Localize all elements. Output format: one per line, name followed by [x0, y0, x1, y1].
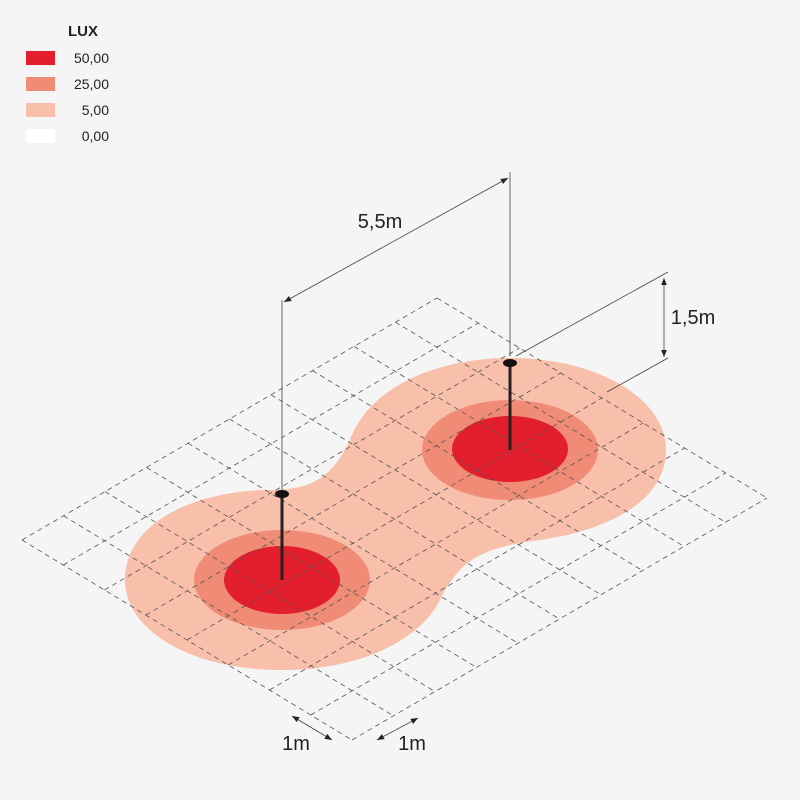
- grid-line: [229, 418, 560, 620]
- dimension-lines: [281, 172, 669, 741]
- grid-line: [145, 372, 561, 616]
- grid-line: [310, 472, 726, 716]
- grid-line: [104, 347, 520, 591]
- legend-label: 25,00: [74, 76, 109, 92]
- legend-swatch: [26, 129, 55, 143]
- grid-line: [351, 497, 768, 741]
- dimension-label: 1,5m: [671, 307, 715, 329]
- grid-line: [269, 447, 685, 691]
- lamp: [503, 359, 517, 450]
- legend: 50,00 25,00 5,00 0,00: [26, 50, 109, 144]
- lamp: [275, 490, 289, 580]
- grid-line: [228, 422, 644, 666]
- dimension-label: 1m: [398, 733, 426, 755]
- legend-swatch: [26, 77, 55, 91]
- legend-label: 0,00: [82, 128, 109, 144]
- grid-line: [63, 322, 479, 566]
- grid-line: [353, 346, 685, 547]
- dimension-label: 1m: [282, 733, 310, 755]
- grid-line: [21, 297, 438, 541]
- grid-line: [104, 491, 436, 692]
- legend-swatch: [26, 51, 55, 65]
- grid-line: [186, 397, 603, 641]
- legend-label: 50,00: [74, 50, 109, 66]
- legend-swatch: [26, 103, 55, 117]
- dimension-label: 5,5m: [358, 211, 402, 233]
- legend-label: 5,00: [82, 102, 109, 118]
- legend-title: LUX: [68, 23, 98, 40]
- floor-grid: [21, 297, 768, 741]
